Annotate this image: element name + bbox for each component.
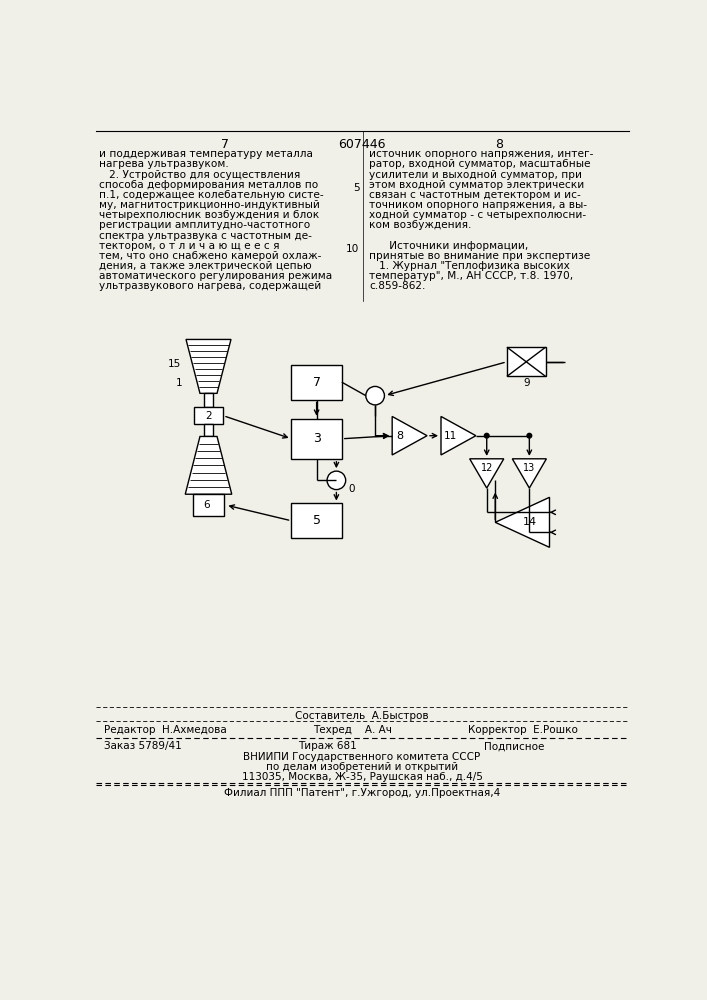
Text: 14: 14 (523, 517, 537, 527)
Circle shape (484, 433, 489, 438)
Text: 2. Устройство для осуществления: 2. Устройство для осуществления (99, 170, 300, 180)
Text: связан с частотным детектором и ис-: связан с частотным детектором и ис- (369, 190, 580, 200)
Text: 8: 8 (495, 138, 503, 151)
Text: и поддерживая температуру металла: и поддерживая температуру металла (99, 149, 313, 159)
Text: принятые во внимание при экспертизе: принятые во внимание при экспертизе (369, 251, 590, 261)
Text: ходной сумматор - с четырехполюсни-: ходной сумматор - с четырехполюсни- (369, 210, 586, 220)
Polygon shape (469, 459, 504, 488)
Text: четырехполюсник возбуждения и блок: четырехполюсник возбуждения и блок (99, 210, 320, 220)
Text: ком возбуждения.: ком возбуждения. (369, 220, 472, 230)
Text: 0: 0 (348, 484, 354, 494)
Text: 6: 6 (203, 500, 209, 510)
Text: 3: 3 (312, 432, 320, 445)
Text: нагрева ультразвуком.: нагрева ультразвуком. (99, 159, 229, 169)
Text: 13: 13 (523, 463, 535, 473)
Polygon shape (392, 416, 427, 455)
Text: Техред    А. Ач: Техред А. Ач (313, 725, 392, 735)
Text: 1. Журнал "Теплофизика высоких: 1. Журнал "Теплофизика высоких (369, 261, 570, 271)
Circle shape (327, 471, 346, 490)
Polygon shape (513, 459, 547, 488)
Bar (193, 494, 224, 516)
Text: Источники информации,: Источники информации, (369, 241, 528, 251)
Polygon shape (495, 497, 549, 547)
Text: 10: 10 (346, 244, 360, 254)
Text: 10: 10 (373, 390, 385, 399)
Text: Составитель  А.Быстров: Составитель А.Быстров (295, 711, 428, 721)
Polygon shape (204, 393, 213, 407)
Text: регистрации амплитудно-частотного: регистрации амплитудно-частотного (99, 220, 310, 230)
Bar (194, 407, 223, 424)
Text: Тираж 681: Тираж 681 (298, 741, 356, 751)
Text: 15: 15 (168, 359, 182, 369)
Text: Заказ 5789/41: Заказ 5789/41 (104, 741, 182, 751)
Text: ультразвукового нагрева, содержащей: ультразвукового нагрева, содержащей (99, 281, 322, 291)
Text: 1: 1 (176, 378, 182, 388)
Text: 7: 7 (312, 376, 320, 389)
Text: этом входной сумматор электрически: этом входной сумматор электрически (369, 180, 584, 190)
Polygon shape (185, 436, 232, 494)
Text: тектором, о т л и ч а ю щ е е с я: тектором, о т л и ч а ю щ е е с я (99, 241, 280, 251)
Polygon shape (441, 416, 476, 455)
Text: температур", М., АН СССР, т.8. 1970,: температур", М., АН СССР, т.8. 1970, (369, 271, 573, 281)
Text: автоматического регулирования режима: автоматического регулирования режима (99, 271, 332, 281)
Text: 113035, Москва, Ж-35, Раушская наб., д.4/5: 113035, Москва, Ж-35, Раушская наб., д.4… (242, 772, 482, 782)
Bar (291, 419, 341, 459)
Text: точником опорного напряжения, а вы-: точником опорного напряжения, а вы- (369, 200, 587, 210)
Bar (291, 365, 341, 400)
Circle shape (527, 433, 532, 438)
Text: 9: 9 (523, 378, 530, 388)
Text: 5: 5 (312, 514, 320, 527)
Text: Редактор  Н.Ахмедова: Редактор Н.Ахмедова (104, 725, 227, 735)
Text: с.859-862.: с.859-862. (369, 281, 426, 291)
Text: Корректор  Е.Рошко: Корректор Е.Рошко (468, 725, 578, 735)
Text: 4: 4 (330, 475, 337, 485)
Text: 2: 2 (205, 411, 212, 421)
Text: Подписное: Подписное (484, 741, 544, 751)
Polygon shape (186, 339, 231, 393)
Text: 12: 12 (481, 463, 493, 473)
Text: спектра ультразвука с частотным де-: спектра ультразвука с частотным де- (99, 231, 312, 241)
Text: усилители и выходной сумматор, при: усилители и выходной сумматор, при (369, 170, 582, 180)
Text: дения, а также электрической цепью: дения, а также электрической цепью (99, 261, 312, 271)
Text: 5: 5 (353, 183, 360, 193)
Circle shape (366, 386, 385, 405)
Text: ратор, входной сумматор, масштабные: ратор, входной сумматор, масштабные (369, 159, 590, 169)
Text: 7: 7 (221, 138, 229, 151)
Text: п.1, содержащее колебательную систе-: п.1, содержащее колебательную систе- (99, 190, 324, 200)
Text: Филиал ППП "Патент", г.Ужгород, ул.Проектная,4: Филиал ППП "Патент", г.Ужгород, ул.Проек… (224, 788, 500, 798)
Text: 8: 8 (397, 431, 404, 441)
Text: му, магнитострикционно-индуктивный: му, магнитострикционно-индуктивный (99, 200, 320, 210)
Bar (291, 503, 341, 538)
Bar (507, 347, 546, 376)
Text: по делам изобретений и открытий: по делам изобретений и открытий (266, 762, 458, 772)
Text: 11: 11 (444, 431, 457, 441)
Text: ВНИИПИ Государственного комитета СССР: ВНИИПИ Государственного комитета СССР (243, 752, 481, 762)
Text: источник опорного напряжения, интег-: источник опорного напряжения, интег- (369, 149, 593, 159)
Text: 607446: 607446 (338, 138, 386, 151)
Polygon shape (204, 424, 213, 436)
Text: способа деформирования металлов по: способа деформирования металлов по (99, 180, 318, 190)
Text: тем, что оно снабжено камерой охлаж-: тем, что оно снабжено камерой охлаж- (99, 251, 322, 261)
